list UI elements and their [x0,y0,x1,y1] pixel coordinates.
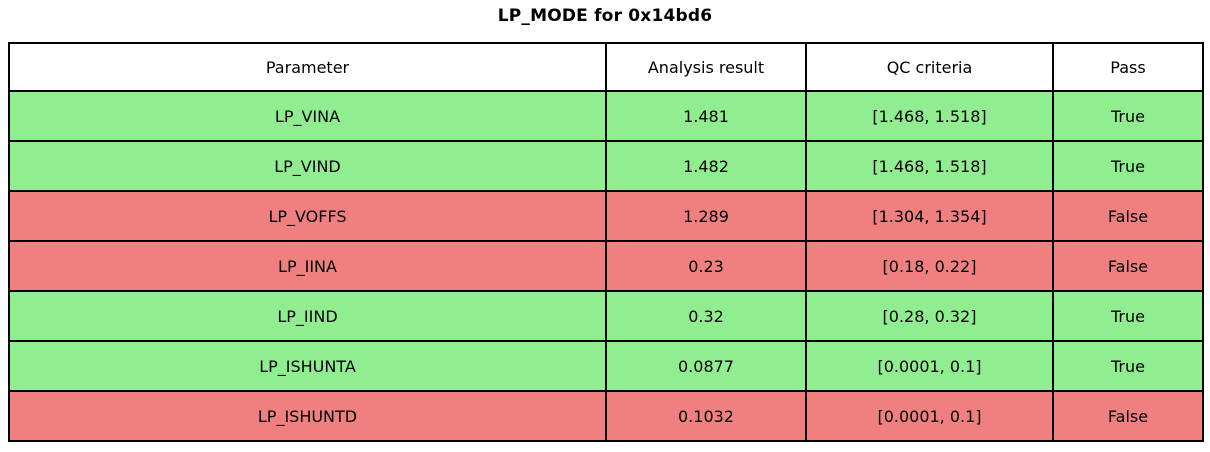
result-cell: 0.32 [605,290,807,342]
pass-cell: True [1052,90,1204,142]
qc-results-table: Parameter Analysis result QC criteria Pass … [8,42,1204,442]
criteria-cell: [1.468, 1.518] [805,140,1054,192]
pass-cell: True [1052,340,1204,392]
table-header: Parameter Analysis result QC criteria Pass [8,42,1204,92]
criteria-cell: [1.468, 1.518] [805,90,1054,142]
result-cell: 0.23 [605,240,807,292]
pass-cell: False [1052,190,1204,242]
table-body: LP_VINA 1.481 [1.468, 1.518] True LP_VIND 1.4… [8,90,1204,442]
parameter-cell: LP_VIND [8,140,607,192]
table-header-row: Parameter Analysis result QC criteria Pass [8,42,1204,92]
table-row: LP_VINA 1.481 [1.468, 1.518] True [8,90,1204,142]
criteria-cell: [1.304, 1.354] [805,190,1054,242]
table-row: LP_ISHUNTA 0.0877 [0.0001, 0.1] True [8,340,1204,392]
criteria-cell: [0.18, 0.22] [805,240,1054,292]
parameter-cell: LP_IIND [8,290,607,342]
criteria-cell: [0.0001, 0.1] [805,340,1054,392]
result-cell: 1.289 [605,190,807,242]
pass-cell: False [1052,240,1204,292]
criteria-cell: [0.0001, 0.1] [805,390,1054,442]
column-header: Analysis result [605,42,807,92]
column-header: QC criteria [805,42,1054,92]
pass-cell: True [1052,140,1204,192]
table-row: LP_IINA 0.23 [0.18, 0.22] False [8,240,1204,292]
result-cell: 0.0877 [605,340,807,392]
table-row: LP_ISHUNTD 0.1032 [0.0001, 0.1] False [8,390,1204,442]
parameter-cell: LP_ISHUNTD [8,390,607,442]
pass-cell: False [1052,390,1204,442]
parameter-cell: LP_ISHUNTA [8,340,607,392]
parameter-cell: LP_IINA [8,240,607,292]
table-row: LP_VIND 1.482 [1.468, 1.518] True [8,140,1204,192]
table-row: LP_VOFFS 1.289 [1.304, 1.354] False [8,190,1204,242]
parameter-cell: LP_VOFFS [8,190,607,242]
result-cell: 1.482 [605,140,807,192]
result-cell: 0.1032 [605,390,807,442]
criteria-cell: [0.28, 0.32] [805,290,1054,342]
table-row: LP_IIND 0.32 [0.28, 0.32] True [8,290,1204,342]
result-cell: 1.481 [605,90,807,142]
pass-cell: True [1052,290,1204,342]
column-header: Pass [1052,42,1204,92]
parameter-cell: LP_VINA [8,90,607,142]
chart-title: LP_MODE for 0x14bd6 [497,6,713,26]
column-header: Parameter [8,42,607,92]
